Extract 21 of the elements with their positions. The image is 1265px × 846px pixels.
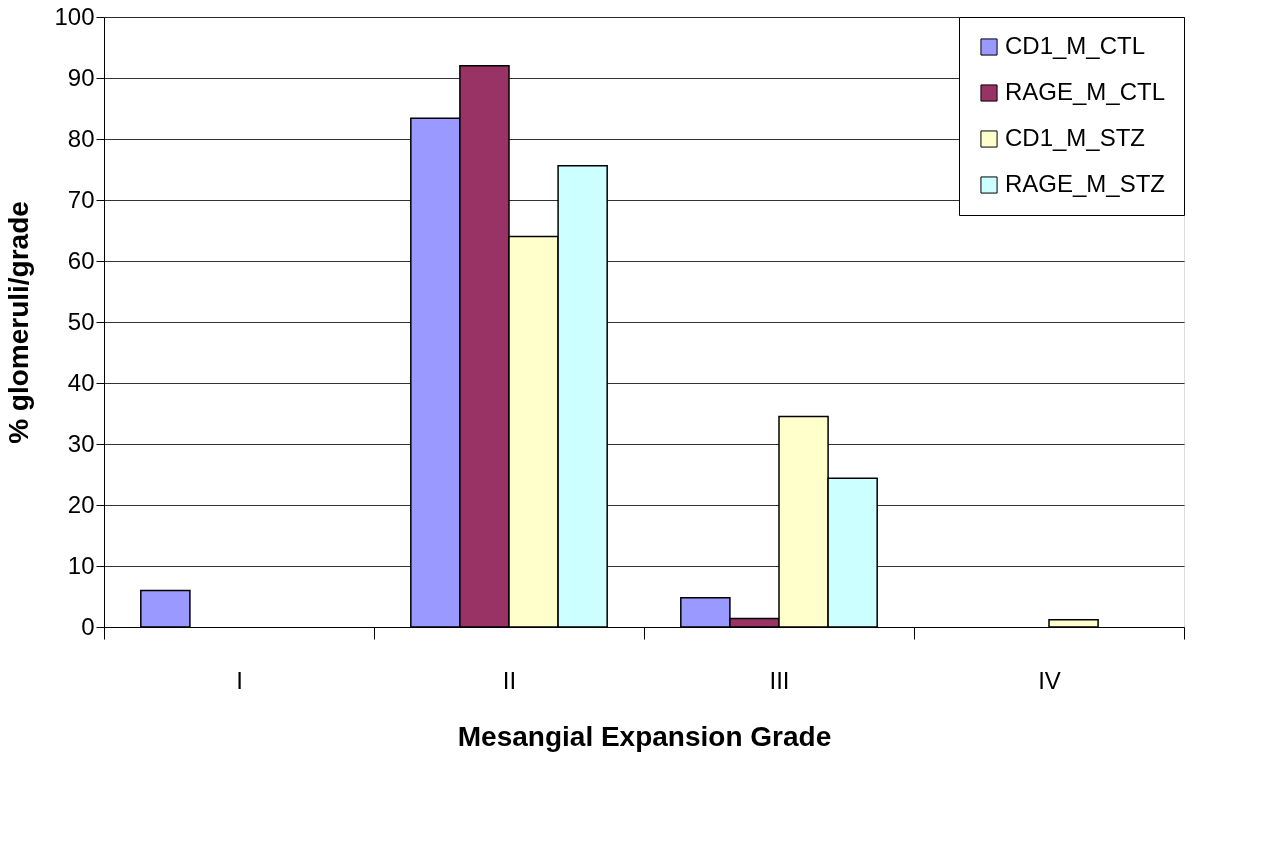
y-tick-label: 30 (67, 429, 95, 457)
legend-label: CD1_M_CTL (1005, 32, 1146, 59)
y-axis-title: % glomeruli/grade (3, 201, 35, 444)
legend-label: CD1_M_STZ (1005, 124, 1146, 151)
y-tick-label: 100 (54, 2, 95, 30)
x-tick-label: IV (1038, 666, 1061, 694)
y-tick-label: 60 (67, 246, 95, 274)
y-tick-label: 20 (67, 490, 95, 518)
x-tick-label: II (502, 666, 517, 694)
y-tick-label: 50 (67, 307, 95, 335)
y-tick-label: 10 (67, 551, 95, 579)
legend-label: RAGE_M_CTL (1005, 78, 1166, 105)
x-tick-label: I (236, 666, 243, 694)
x-axis-title: Mesangial Expansion Grade (457, 720, 832, 752)
y-tick-label: 70 (67, 185, 95, 213)
y-tick-label: 90 (67, 63, 95, 91)
y-tick-label: 80 (67, 124, 95, 152)
y-tick-label: 0 (81, 612, 95, 640)
legend-label: RAGE_M_STZ (1005, 170, 1166, 197)
y-tick-label: 40 (67, 368, 95, 396)
x-tick-label: III (769, 666, 790, 694)
